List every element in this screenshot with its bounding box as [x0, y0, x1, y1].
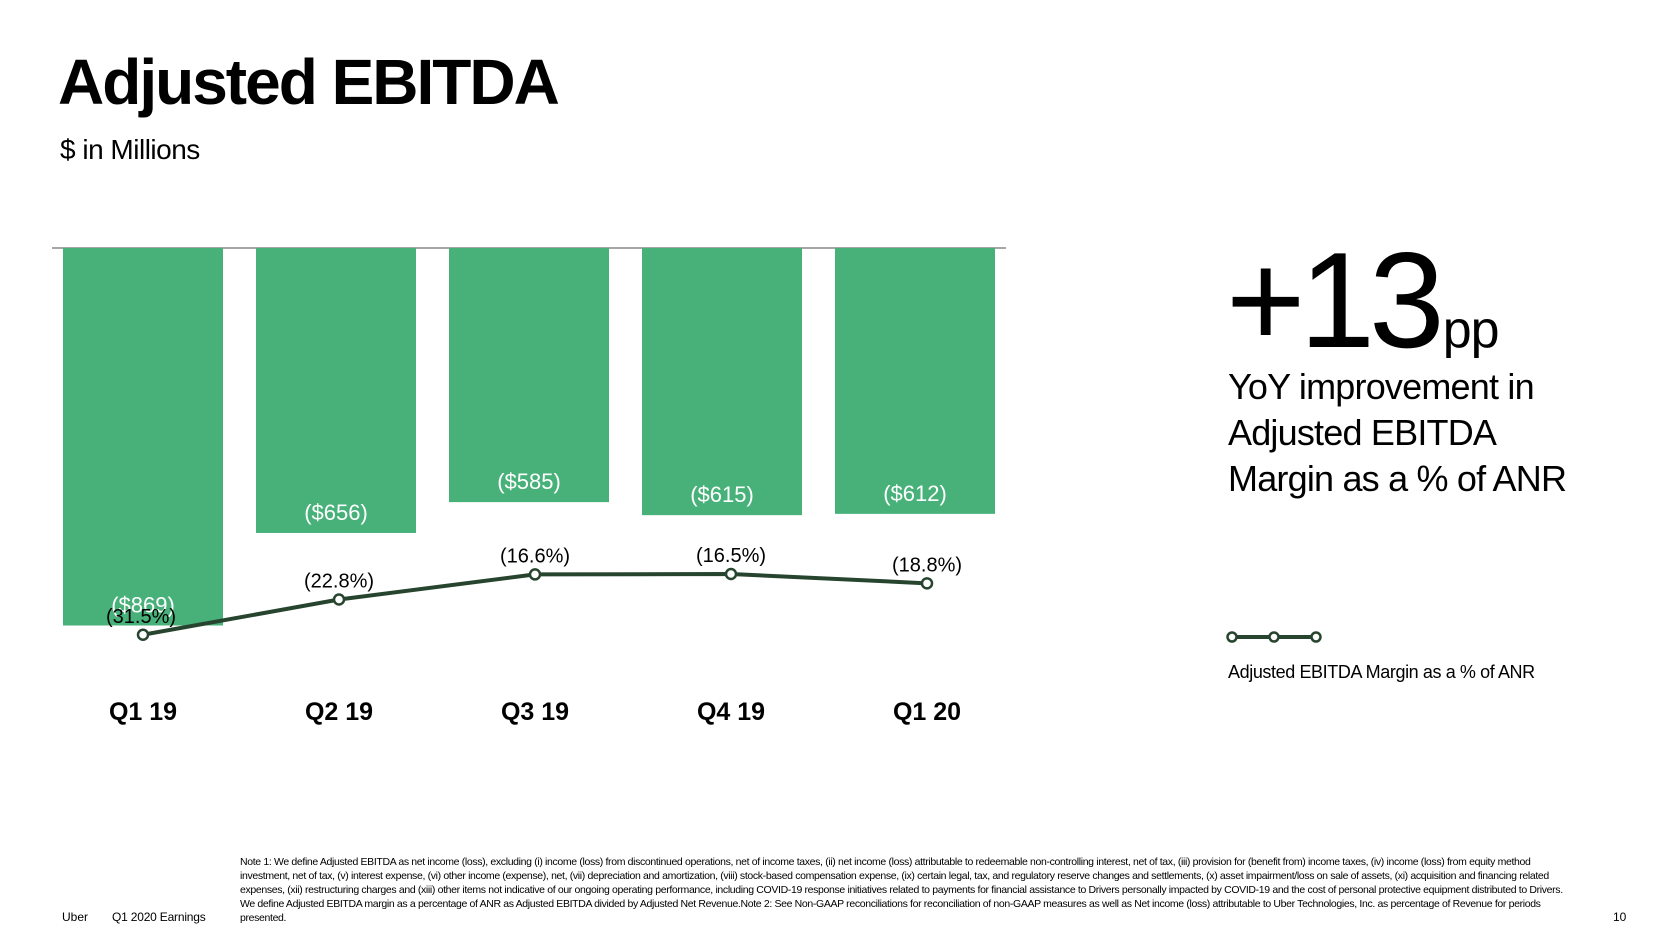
legend-label: Adjusted EBITDA Margin as a % of ANR	[1228, 662, 1535, 682]
margin-point	[332, 593, 346, 606]
margin-point	[528, 568, 542, 581]
footer-brand: Uber	[62, 910, 89, 924]
page-number: 10	[1613, 910, 1627, 924]
bar-value-label: ($612)	[883, 481, 947, 506]
x-tick-label: Q2 19	[305, 698, 373, 726]
bar-value-label: ($585)	[497, 469, 561, 494]
bar-q3-19	[449, 248, 609, 503]
bar-value-label: ($615)	[690, 482, 754, 507]
margin-line	[142, 572, 928, 637]
x-tick-label: Q1 20	[893, 698, 961, 726]
margin-value-label: (16.5%)	[696, 545, 766, 567]
margin-point	[920, 577, 934, 590]
margin-value-label: (18.8%)	[892, 554, 962, 576]
bar-q1-20	[835, 248, 995, 514]
page-title: Adjusted EBITDA	[58, 46, 560, 118]
yoy-improvement-number: +13	[1226, 224, 1445, 376]
bar-value-label: ($869)	[111, 592, 175, 617]
yoy-improvement-value: +13pp	[1226, 232, 1500, 368]
adjusted-ebitda-chart: ($869) ($656) ($585) ($615) ($612) (31.5%) (22…	[52, 247, 1006, 726]
bar-value-label: ($656)	[304, 500, 368, 525]
x-tick-label: Q3 19	[501, 698, 569, 726]
x-tick-label: Q4 19	[697, 698, 765, 726]
yoy-improvement-unit: pp	[1442, 301, 1500, 359]
bar-q1-19	[63, 248, 223, 626]
legend-line-icon	[1226, 631, 1322, 643]
margin-point	[724, 567, 738, 581]
bar-q4-19	[642, 248, 802, 516]
bar-q2-19	[256, 248, 416, 533]
margin-value-label: (16.6%)	[500, 545, 570, 567]
x-tick-label: Q1 19	[109, 698, 177, 726]
margin-point	[136, 628, 150, 641]
page-subtitle: $ in Millions	[60, 134, 200, 165]
margin-value-label: (22.8%)	[304, 571, 374, 593]
yoy-improvement-description: YoY improvement in Adjusted EBITDA Margi…	[1228, 366, 1567, 499]
footnote: Note 1: We define Adjusted EBITDA as net…	[240, 856, 1563, 924]
margin-value-label: (31.5%)	[106, 606, 176, 628]
footer-deck-title: Q1 2020 Earnings	[112, 910, 206, 924]
